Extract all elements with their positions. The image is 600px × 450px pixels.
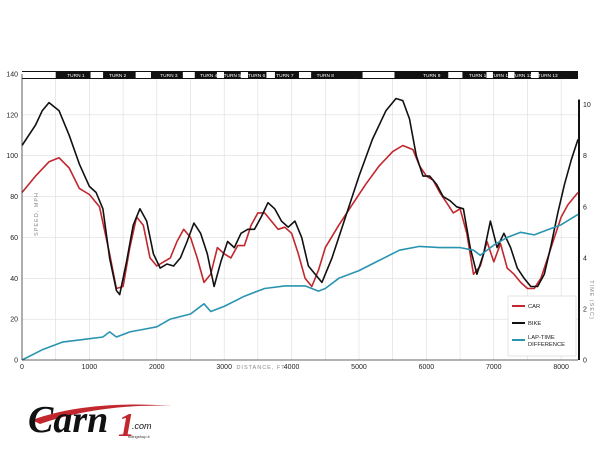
logo-swoosh	[32, 404, 172, 424]
turn-label: TURN 6	[248, 73, 266, 79]
turn-bar-gap	[216, 72, 225, 78]
y-axis-label: SPEED, MPH	[34, 192, 40, 236]
turn-marker-bar: TURN 1 TURN 2 TURN 3 TURN 4 TURN 5 TURN 6 TURN…	[22, 71, 578, 79]
turn-bar-gap	[240, 72, 249, 78]
turn-bar-gap	[182, 72, 195, 78]
x-tick-label: 2000	[149, 364, 165, 371]
x-tick-label: 0	[20, 364, 24, 371]
x-tick-label: 8000	[553, 364, 569, 371]
x-tick-label: 7000	[486, 364, 502, 371]
turn-bar-gap	[508, 72, 515, 78]
turn-label: TURN 10	[469, 73, 489, 79]
turn-label: TURN 1	[67, 73, 85, 79]
logo-brand-tail: 1	[118, 407, 135, 444]
y2-tick-label: 2	[583, 306, 587, 313]
x-axis-label: DISTANCE, FT.	[236, 365, 287, 371]
series-line-car	[21, 144, 579, 290]
turn-bar-gap	[22, 72, 56, 78]
turn-label: TURN 8	[317, 73, 335, 79]
y2-tick-label: 6	[583, 204, 587, 211]
right-axis-strip	[578, 99, 580, 361]
y2-tick-label: 10	[583, 102, 591, 109]
carnext-logo: Carn 1 .com ridingshop.it	[28, 399, 172, 444]
y-tick-label: 100	[6, 153, 18, 160]
turn-bar-gap	[298, 72, 312, 78]
series-lines	[21, 97, 579, 361]
turn-bar-gap	[266, 72, 275, 78]
turn-bar-gap	[90, 72, 104, 78]
turn-bar-gap	[531, 72, 539, 78]
turn-label: TURN 5	[224, 73, 242, 79]
x-tick-label: 3000	[216, 364, 232, 371]
x-tick-label: 4000	[284, 364, 300, 371]
turn-label: TURN 2	[109, 73, 127, 79]
x-tick-label: 1000	[82, 364, 98, 371]
legend-label: BIKE	[528, 321, 541, 327]
logo-tagline: ridingshop.it	[128, 434, 150, 439]
turn-bar-gap	[448, 72, 463, 78]
series-line-lap-time-difference	[21, 213, 579, 361]
axes	[21, 74, 578, 361]
turn-label: TURN 3	[160, 73, 178, 79]
turn-label: TURN 13	[538, 73, 558, 79]
y-tick-label: 120	[6, 112, 18, 119]
y2-tick-label: 4	[583, 255, 587, 262]
y2-tick-label: 0	[583, 358, 587, 365]
logo-domain-text: .com	[132, 421, 152, 431]
y-tick-label: 80	[10, 194, 18, 201]
turn-bar-gap	[135, 72, 151, 78]
y-tick-label: 60	[10, 235, 18, 242]
y-tick-label: 140	[6, 72, 18, 79]
y2-axis-label: TIME (SEC)	[588, 280, 594, 320]
y-tick-label: 0	[14, 358, 18, 365]
legend-label: LAP-TIME	[528, 335, 555, 341]
grid-lines	[22, 73, 578, 360]
legend-label: DIFFERENCE	[528, 342, 565, 348]
y-tick-label: 40	[10, 276, 18, 283]
y2-tick-label: 8	[583, 153, 587, 160]
tick-labels: 0 1000 2000 3000 4000 5000 6000 7000 80000204060…	[6, 72, 591, 372]
legend-label: CAR	[528, 304, 540, 310]
turn-label: TURN 9	[423, 73, 441, 79]
turn-label: TURN 11	[491, 73, 511, 79]
x-tick-label: 6000	[419, 364, 435, 371]
turn-bar-gap	[486, 72, 493, 78]
x-tick-label: 5000	[351, 364, 367, 371]
turn-bar-gap	[362, 72, 395, 78]
y-tick-label: 20	[10, 317, 18, 324]
series-line-bike	[21, 97, 579, 296]
turn-label: TURN 12	[512, 73, 532, 79]
turn-label: TURN 4	[200, 73, 218, 79]
logo-brand-text: Carn	[28, 399, 108, 441]
right-axis-bar	[578, 99, 580, 361]
turn-label: TURN 7	[276, 73, 294, 79]
lap-comparison-chart: TURN 1 TURN 2 TURN 3 TURN 4 TURN 5 TURN 6 TURN…	[6, 71, 594, 372]
